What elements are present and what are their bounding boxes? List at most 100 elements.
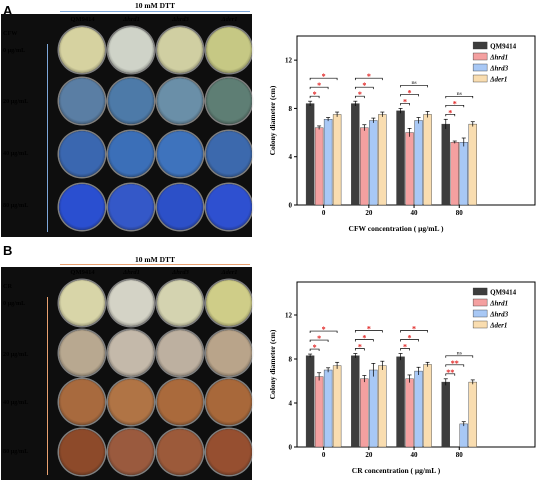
bar xyxy=(423,114,432,206)
petri-dish xyxy=(108,280,154,326)
petri-dish xyxy=(157,280,203,326)
y-tick-label: 12 xyxy=(285,57,293,65)
significance-label: * xyxy=(322,325,326,334)
significance-bracket xyxy=(400,348,410,351)
bar xyxy=(450,142,459,206)
significance-label: * xyxy=(367,72,371,81)
petri-dish xyxy=(157,429,203,475)
bar xyxy=(405,378,414,448)
significance-bracket xyxy=(445,104,465,108)
stain-label-b: CR xyxy=(3,283,12,290)
petri-dish xyxy=(108,27,154,73)
legend-label: Δhrd3 xyxy=(489,311,509,319)
dtt-line-a xyxy=(60,11,250,12)
col-label: Δder1 xyxy=(221,269,238,276)
significance-bracket xyxy=(309,95,320,99)
petri-dish xyxy=(206,27,252,73)
bar xyxy=(369,120,378,206)
significance-label: * xyxy=(317,81,321,90)
petri-dish xyxy=(59,131,105,177)
y-tick-label: 8 xyxy=(289,105,293,113)
significance-bracket xyxy=(400,94,419,97)
x-tick-label: 0 xyxy=(322,451,326,459)
bar xyxy=(414,120,423,206)
significance-label: * xyxy=(453,99,457,108)
legend-swatch xyxy=(472,74,488,83)
significance-label: * xyxy=(403,97,407,106)
bar xyxy=(378,114,387,206)
bar xyxy=(441,123,450,206)
petri-dish xyxy=(206,280,252,326)
x-tick-label: 20 xyxy=(365,451,373,459)
bar xyxy=(396,110,405,206)
bar xyxy=(323,369,333,448)
legend-label: QM9414 xyxy=(490,43,517,51)
legend-label: Δhrd1 xyxy=(489,300,508,308)
significance-label: ** xyxy=(451,359,459,368)
x-tick-label: 20 xyxy=(365,209,373,217)
concentration-arrow-a xyxy=(47,44,48,232)
petri-dish xyxy=(206,78,252,124)
legend-swatch xyxy=(472,298,488,307)
legend-swatch xyxy=(472,309,488,318)
bar xyxy=(405,132,414,206)
petri-dish xyxy=(157,27,203,73)
y-tick-label: 0 xyxy=(289,202,293,210)
legend-swatch xyxy=(472,287,488,296)
significance-bracket xyxy=(400,330,428,333)
petri-dish xyxy=(59,184,105,230)
significance-label: * xyxy=(313,343,317,352)
panel-letter-a: A xyxy=(3,3,13,18)
x-tick-label: 80 xyxy=(456,451,464,459)
legend-swatch xyxy=(472,52,488,61)
petri-dish xyxy=(59,280,105,326)
bar xyxy=(378,365,387,448)
row-label: 0 μg/mL xyxy=(3,47,26,54)
y-tick-label: 8 xyxy=(289,356,293,364)
petri-dish xyxy=(206,429,252,475)
petri-dish xyxy=(157,78,203,124)
significance-bracket xyxy=(309,348,320,352)
y-tick-label: 12 xyxy=(285,312,293,320)
bar xyxy=(314,127,324,206)
significance-label: * xyxy=(362,334,366,343)
bar xyxy=(468,381,477,448)
significance-label: * xyxy=(322,72,326,81)
significance-bracket xyxy=(354,348,365,351)
legend-label: Δder1 xyxy=(489,76,507,84)
legend-label: QM9414 xyxy=(490,289,517,297)
significance-label: * xyxy=(313,90,317,99)
significance-label: ns xyxy=(411,80,416,86)
dtt-header-a: 10 mM DTT xyxy=(135,1,175,10)
significance-bracket xyxy=(309,77,338,81)
col-label: Δhrd1 xyxy=(123,16,140,23)
significance-label: * xyxy=(358,343,362,352)
y-axis-label: Colony diameter (cm) xyxy=(268,329,277,399)
significance-label: * xyxy=(448,108,452,117)
significance-bracket xyxy=(354,77,383,81)
bar xyxy=(360,378,369,448)
significance-bracket xyxy=(309,330,338,334)
petri-dish xyxy=(108,330,154,376)
significance-label: ns xyxy=(457,91,462,97)
bar xyxy=(305,103,315,206)
bar xyxy=(351,103,360,206)
col-label: Δder1 xyxy=(221,16,238,23)
x-axis-label: CR concentration ( μg/mL ) xyxy=(352,466,441,475)
col-label: Δhrd3 xyxy=(172,16,189,23)
significance-bracket xyxy=(445,355,474,358)
x-tick-label: 80 xyxy=(456,209,464,217)
bar xyxy=(360,127,369,206)
significance-bracket xyxy=(445,113,456,117)
bar xyxy=(459,142,468,206)
significance-label: * xyxy=(403,343,407,352)
bar xyxy=(423,364,432,448)
stain-label-a: CFW xyxy=(3,30,18,37)
significance-label: * xyxy=(408,88,412,97)
y-axis-label: Colony diameter (cm) xyxy=(268,85,277,155)
bar xyxy=(332,114,342,206)
col-label: Δhrd3 xyxy=(172,269,189,276)
photo-panel-b: QM9414 Δhrd1 Δhrd3 Δder1 CR 0 μg/mL 20 μ… xyxy=(1,267,252,480)
bar xyxy=(396,356,405,448)
petri-dish xyxy=(108,429,154,475)
